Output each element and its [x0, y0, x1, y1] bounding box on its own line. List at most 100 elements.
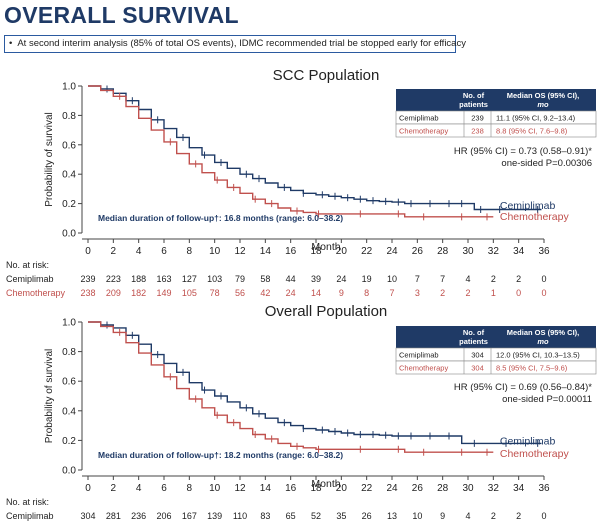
at-risk-value: 35 [336, 511, 346, 521]
at-risk-value: 0 [541, 288, 546, 298]
x-tick-label: 4 [136, 483, 142, 494]
at-risk-value: 238 [80, 288, 95, 298]
x-tick-label: 30 [462, 246, 474, 257]
at-risk-value: 8 [364, 288, 369, 298]
at-risk-value: 239 [80, 274, 95, 284]
x-tick-label: 8 [187, 246, 193, 257]
at-risk-value: 2 [516, 511, 521, 521]
x-tick-label: 2 [111, 483, 117, 494]
x-tick-label: 20 [336, 483, 348, 494]
y-tick-label: 0.2 [62, 199, 76, 210]
hazard-ratio-text: HR (95% CI) = 0.73 (0.58–0.91)* [454, 146, 592, 157]
table-header-patients: No. of [463, 328, 485, 337]
table-cell-arm: Cemiplimab [399, 114, 439, 123]
x-tick-label: 20 [336, 246, 348, 257]
y-tick-label: 0.6 [62, 377, 76, 388]
at-risk-value: 105 [182, 288, 197, 298]
x-tick-label: 16 [285, 483, 297, 494]
x-tick-label: 2 [111, 246, 117, 257]
p-value-text: one-sided P=0.00306 [501, 158, 592, 169]
table-cell-arm: Chemotherapy [399, 127, 448, 136]
table-row [395, 123, 597, 138]
at-risk-value: 10 [412, 511, 422, 521]
x-tick-label: 10 [209, 483, 221, 494]
at-risk-value: 42 [260, 288, 270, 298]
at-risk-value: 24 [336, 274, 346, 284]
table-header-patients-2: patients [459, 100, 488, 109]
at-risk-value: 182 [131, 288, 146, 298]
table-cell-patients: 238 [471, 127, 484, 136]
followup-text: Median duration of follow-up†: 18.2 mont… [98, 450, 343, 460]
y-tick-label: 0.0 [62, 229, 76, 240]
at-risk-label: No. at risk: [6, 497, 49, 507]
table-header-mo: mo [537, 100, 549, 109]
x-tick-label: 12 [234, 483, 246, 494]
p-value-text: one-sided P=0.00011 [502, 394, 592, 405]
x-tick-label: 32 [488, 246, 500, 257]
series-line-cemiplimab [88, 321, 542, 445]
x-tick-label: 22 [361, 246, 373, 257]
x-tick-label: 14 [260, 483, 272, 494]
at-risk-value: 65 [286, 511, 296, 521]
series-label-chemotherapy: Chemotherapy [500, 448, 570, 460]
at-risk-value: 209 [106, 288, 121, 298]
x-tick-label: 18 [310, 246, 322, 257]
bullet-icon: • [9, 38, 13, 49]
at-risk-value: 127 [182, 274, 197, 284]
at-risk-value: 163 [156, 274, 171, 284]
table-header-mo: mo [537, 337, 549, 346]
x-axis-label: Month [311, 478, 340, 490]
table-cell-patients: 239 [471, 114, 484, 123]
x-tick-label: 28 [437, 246, 449, 257]
at-risk-value: 149 [156, 288, 171, 298]
chart-title: SCC Population [273, 67, 380, 84]
at-risk-value: 281 [106, 511, 121, 521]
at-risk-value: 206 [156, 511, 171, 521]
x-tick-label: 16 [285, 246, 297, 257]
table-header-patients: No. of [463, 91, 485, 100]
page-title: OVERALL SURVIVAL [4, 2, 239, 28]
interim-analysis-note: • At second interim analysis (85% of tota… [4, 35, 466, 53]
table-cell-median: 12.0 (95% CI, 10.3–13.5) [496, 351, 580, 360]
at-risk-value: 223 [106, 274, 121, 284]
table-header-median: Median OS (95% CI), [507, 328, 580, 337]
at-risk-value: 0 [541, 274, 546, 284]
note-text: At second interim analysis (85% of total… [17, 38, 466, 49]
series-label-cemiplimab: Cemiplimab [500, 200, 556, 212]
x-tick-label: 26 [412, 483, 424, 494]
at-risk-value: 167 [182, 511, 197, 521]
x-tick-label: 34 [513, 246, 525, 257]
x-tick-label: 36 [538, 246, 550, 257]
series-line-chemotherapy [88, 321, 494, 453]
at-risk-value: 83 [260, 511, 270, 521]
at-risk-value: 304 [80, 511, 95, 521]
table-header-bg [396, 89, 596, 111]
at-risk-value: 56 [235, 288, 245, 298]
at-risk-value: 4 [465, 274, 470, 284]
at-risk-value: 2 [491, 511, 496, 521]
x-tick-label: 36 [538, 483, 550, 494]
at-risk-value: 79 [235, 274, 245, 284]
table-row [395, 360, 597, 375]
table-cell-arm: Cemiplimab [399, 351, 439, 360]
at-risk-arm-label: Cemiplimab [6, 511, 54, 521]
at-risk-value: 24 [286, 288, 296, 298]
y-tick-label: 0.4 [62, 170, 76, 181]
at-risk-value: 7 [415, 274, 420, 284]
at-risk-value: 0 [516, 288, 521, 298]
x-tick-label: 32 [488, 483, 500, 494]
at-risk-value: 2 [516, 274, 521, 284]
at-risk-value: 9 [440, 511, 445, 521]
y-tick-label: 1.0 [62, 82, 76, 93]
y-tick-label: 0.0 [62, 466, 76, 477]
at-risk-value: 7 [389, 288, 394, 298]
at-risk-arm-label: Chemotherapy [6, 288, 66, 298]
x-tick-label: 24 [386, 246, 398, 257]
at-risk-value: 2 [491, 274, 496, 284]
y-tick-label: 1.0 [62, 318, 76, 329]
series-label-cemiplimab: Cemiplimab [500, 435, 556, 447]
x-tick-label: 30 [462, 483, 474, 494]
y-axis-label: Probability of survival [44, 112, 55, 206]
